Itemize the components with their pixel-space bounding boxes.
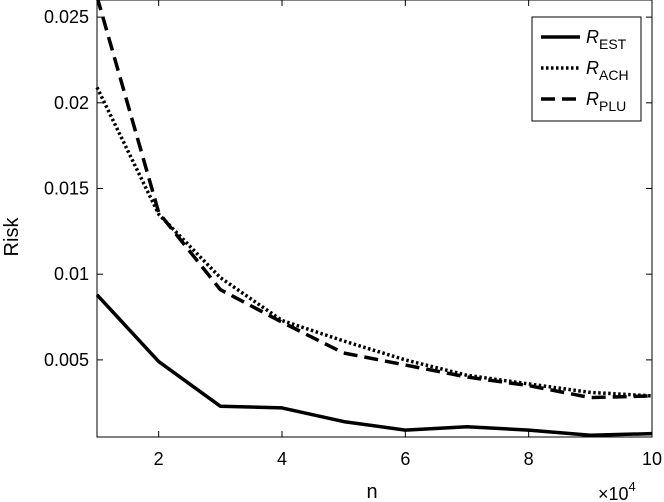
x-tick-label: 2 (154, 449, 164, 469)
x-tick-label: 8 (524, 449, 534, 469)
legend-label-main: R (586, 58, 599, 78)
x-axis-label: n (366, 481, 377, 502)
x-tick-label: 6 (400, 449, 410, 469)
legend-label-main: R (586, 89, 599, 109)
x-axis-multiplier-exponent: 4 (629, 479, 636, 494)
x-axis-multiplier: ×104 (598, 479, 636, 502)
axes-frame (96, 0, 653, 438)
series-line-est (95, 293, 653, 438)
legend-label-plu: RPLU (586, 89, 626, 114)
axis-ticks: 2 4 6 8 10 0.005 0.01 0.015 0.02 0.025 (44, 0, 662, 469)
x-tick-label: 4 (277, 449, 287, 469)
y-tick-label: 0.005 (44, 350, 89, 370)
legend-label-ach: RACH (586, 58, 629, 83)
legend-label-main: R (586, 27, 599, 47)
series-line-plu (96, 0, 653, 400)
y-tick-label: 0.015 (44, 179, 89, 199)
legend-label-subscript: ACH (599, 67, 629, 83)
x-tick-label: 10 (642, 449, 662, 469)
y-tick-label: 0.025 (44, 7, 89, 27)
legend-label-subscript: EST (599, 36, 627, 52)
legend-box (531, 16, 642, 122)
legend-label-subscript: PLU (599, 98, 626, 114)
x-axis-multiplier-base: ×10 (598, 484, 629, 502)
y-tick-label: 0.02 (54, 93, 89, 113)
y-tick-label: 0.01 (54, 264, 89, 284)
legend-label-est: REST (586, 27, 627, 52)
series-line-ach (95, 86, 653, 398)
plot-area (95, 0, 653, 438)
y-axis-label: Risk (1, 217, 23, 257)
